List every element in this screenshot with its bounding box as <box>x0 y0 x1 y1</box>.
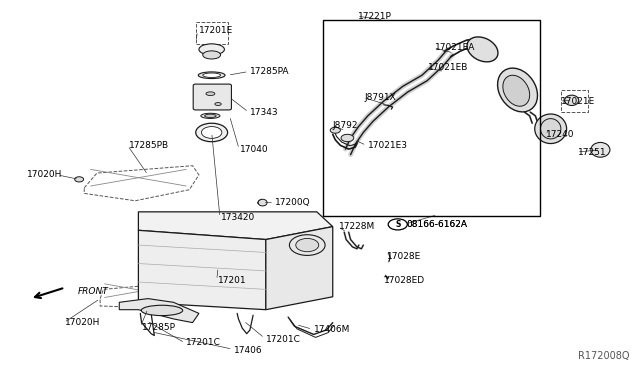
Ellipse shape <box>141 305 182 315</box>
Ellipse shape <box>503 75 530 106</box>
Circle shape <box>75 177 84 182</box>
Text: 17028E: 17028E <box>387 251 421 261</box>
Ellipse shape <box>467 37 498 62</box>
Ellipse shape <box>564 95 579 106</box>
Text: J8791X: J8791X <box>365 93 396 102</box>
Ellipse shape <box>198 72 225 78</box>
Ellipse shape <box>540 119 561 139</box>
Text: 17021E3: 17021E3 <box>368 141 408 150</box>
Ellipse shape <box>258 199 267 206</box>
Ellipse shape <box>203 51 221 59</box>
Text: 17285P: 17285P <box>141 323 175 331</box>
Circle shape <box>196 123 228 142</box>
Text: 08166-6162A: 08166-6162A <box>406 220 467 229</box>
Ellipse shape <box>205 114 216 118</box>
Circle shape <box>289 235 325 256</box>
Text: 17021EB: 17021EB <box>428 63 468 72</box>
Ellipse shape <box>497 68 538 112</box>
Circle shape <box>202 126 222 138</box>
Text: J8792: J8792 <box>333 121 358 129</box>
Text: 08166-6162A: 08166-6162A <box>406 220 468 229</box>
Text: 17021E: 17021E <box>561 97 595 106</box>
Text: 17221P: 17221P <box>358 12 392 21</box>
Polygon shape <box>138 230 266 310</box>
Text: 17020H: 17020H <box>65 318 100 327</box>
Text: 17028ED: 17028ED <box>384 276 425 285</box>
Ellipse shape <box>206 92 215 96</box>
Text: 17040: 17040 <box>241 145 269 154</box>
Text: S: S <box>395 220 401 229</box>
Text: 17201E: 17201E <box>199 26 233 35</box>
Text: 17240: 17240 <box>546 130 575 139</box>
Text: 17251: 17251 <box>578 148 607 157</box>
Ellipse shape <box>535 114 566 144</box>
Ellipse shape <box>203 73 221 77</box>
Polygon shape <box>138 212 333 240</box>
Text: 17201: 17201 <box>218 276 246 285</box>
Ellipse shape <box>201 113 220 118</box>
Ellipse shape <box>215 103 221 106</box>
Circle shape <box>296 238 319 252</box>
Circle shape <box>341 134 354 142</box>
Text: R172008Q: R172008Q <box>577 352 629 361</box>
Ellipse shape <box>199 44 225 55</box>
Text: 17343: 17343 <box>250 108 278 117</box>
Bar <box>323 20 540 215</box>
Ellipse shape <box>591 142 610 157</box>
Polygon shape <box>119 299 199 323</box>
Text: 17021EA: 17021EA <box>435 43 475 52</box>
Circle shape <box>330 127 340 133</box>
FancyBboxPatch shape <box>193 84 232 110</box>
Text: 17285PB: 17285PB <box>129 141 169 150</box>
Text: 17201C: 17201C <box>266 335 301 344</box>
Text: 17228M: 17228M <box>339 222 376 231</box>
Polygon shape <box>266 227 333 310</box>
Circle shape <box>388 219 407 230</box>
Text: 17406M: 17406M <box>314 326 350 334</box>
Text: 173420: 173420 <box>221 213 255 222</box>
Text: 17201C: 17201C <box>186 339 221 347</box>
Text: 17020H: 17020H <box>27 170 62 179</box>
Text: 17406: 17406 <box>234 346 262 355</box>
Text: FRONT: FRONT <box>78 287 109 296</box>
Text: 17285PA: 17285PA <box>250 67 289 76</box>
Text: 17200Q: 17200Q <box>275 198 311 207</box>
